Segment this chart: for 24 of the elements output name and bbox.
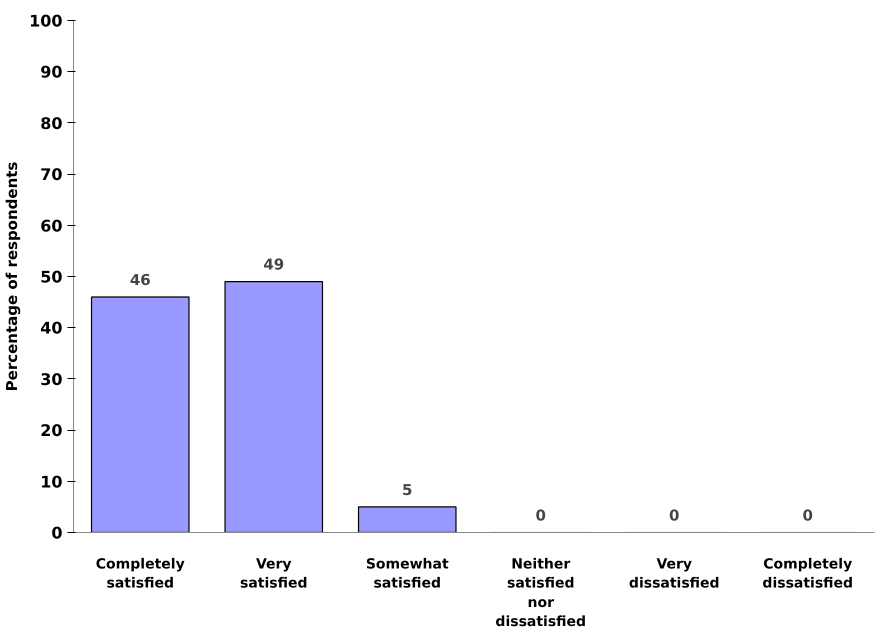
data-label: 46 (130, 270, 151, 289)
y-axis-title: Percentage of respondents (3, 162, 22, 392)
y-tick-label: 50 (40, 268, 62, 286)
x-tick-label: Completely dissatisfied (762, 556, 854, 592)
y-tick-label: 60 (40, 216, 62, 236)
y-tick-label: 30 (40, 370, 62, 389)
data-label: 0 (536, 506, 546, 524)
y-tick-label: 0 (51, 524, 63, 542)
data-label: 0 (802, 506, 813, 524)
y-tick-label: 80 (40, 114, 62, 133)
y-tick-label: 90 (40, 62, 62, 82)
x-tick-label: Very dissatisfied (628, 556, 720, 592)
y-tick-label: 20 (40, 421, 62, 440)
data-label: 49 (263, 256, 284, 274)
y-tick-label: 70 (40, 165, 62, 184)
x-tick-label: Somewhat satisfied (366, 556, 449, 592)
x-tick-label: Completely satisfied (96, 556, 185, 592)
y-tick-label: 10 (40, 472, 62, 492)
x-tick-label: Neither satisfied nor dissatisfied (495, 556, 586, 630)
x-tick-label: Very satisfied (240, 556, 308, 592)
data-label: 0 (669, 506, 680, 524)
data-label: 5 (402, 480, 412, 499)
y-tick-label: 40 (40, 318, 62, 338)
y-tick-label: 100 (29, 12, 63, 30)
